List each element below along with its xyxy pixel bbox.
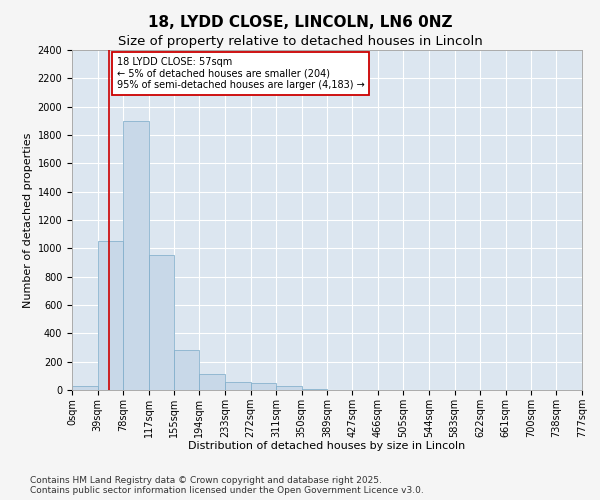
Text: 18, LYDD CLOSE, LINCOLN, LN6 0NZ: 18, LYDD CLOSE, LINCOLN, LN6 0NZ [148,15,452,30]
Bar [276,386,302,390]
Text: Contains HM Land Registry data © Crown copyright and database right 2025.
Contai: Contains HM Land Registry data © Crown c… [30,476,424,495]
Text: Size of property relative to detached houses in Lincoln: Size of property relative to detached ho… [118,35,482,48]
Y-axis label: Number of detached properties: Number of detached properties [23,132,34,308]
Bar [225,382,251,390]
Bar [123,121,149,390]
Text: 18 LYDD CLOSE: 57sqm
← 5% of detached houses are smaller (204)
95% of semi-detac: 18 LYDD CLOSE: 57sqm ← 5% of detached ho… [116,57,364,90]
Bar [174,350,199,390]
Bar [72,386,98,390]
Bar [98,242,123,390]
Bar [251,383,276,390]
Bar [149,256,174,390]
X-axis label: Distribution of detached houses by size in Lincoln: Distribution of detached houses by size … [188,442,466,452]
Bar [199,374,225,390]
